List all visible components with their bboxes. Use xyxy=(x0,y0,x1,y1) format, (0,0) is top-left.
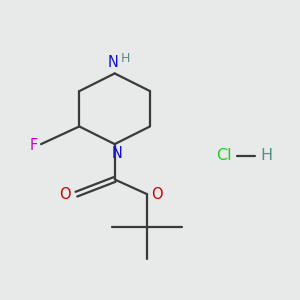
Text: H: H xyxy=(260,148,272,164)
Text: O: O xyxy=(152,187,163,202)
Text: H: H xyxy=(121,52,130,65)
Text: Cl: Cl xyxy=(216,148,231,164)
Text: N: N xyxy=(108,55,118,70)
Text: N: N xyxy=(112,146,122,161)
Text: O: O xyxy=(59,187,70,202)
Text: F: F xyxy=(29,138,38,153)
